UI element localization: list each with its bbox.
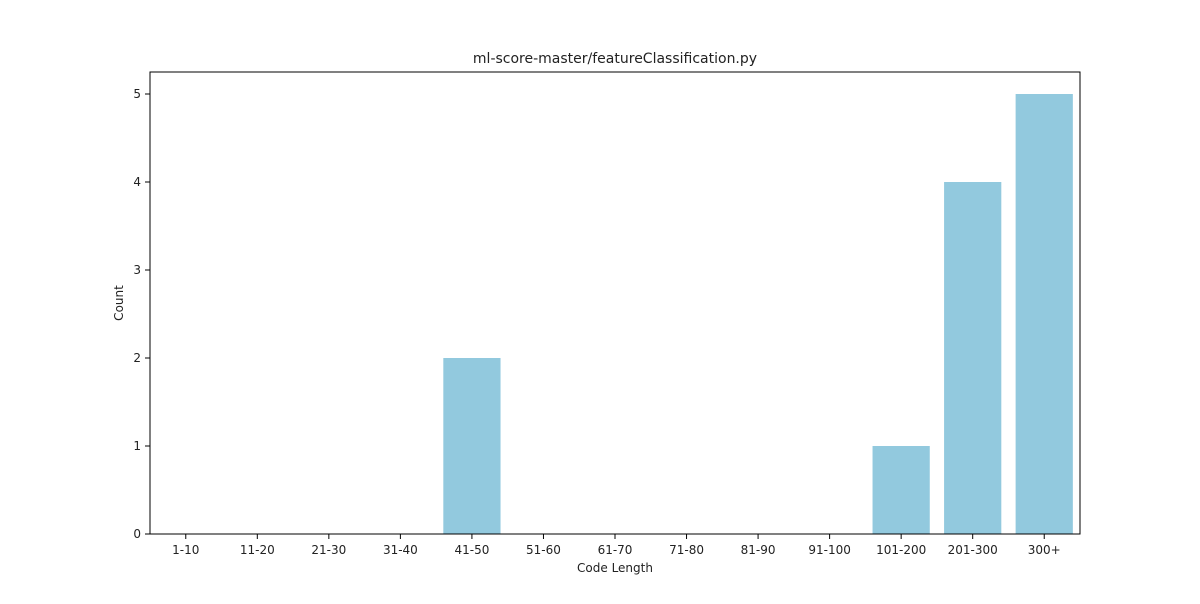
x-tick-label: 51-60 bbox=[526, 543, 561, 557]
y-tick-label: 3 bbox=[133, 263, 141, 277]
x-tick-label: 41-50 bbox=[454, 543, 489, 557]
x-tick-label: 201-300 bbox=[948, 543, 998, 557]
plot-frame bbox=[149, 71, 1081, 535]
y-tick-label: 0 bbox=[133, 527, 141, 541]
y-tick-label: 1 bbox=[133, 439, 141, 453]
y-axis: 0 1 2 3 4 5 bbox=[133, 87, 150, 541]
x-tick-label: 61-70 bbox=[598, 543, 633, 557]
bars-group bbox=[443, 94, 1073, 534]
bar-41-50 bbox=[443, 358, 501, 534]
bar-201-300 bbox=[944, 182, 1002, 534]
x-tick-label: 300+ bbox=[1028, 543, 1061, 557]
x-tick-label: 81-90 bbox=[741, 543, 776, 557]
x-tick-label: 91-100 bbox=[808, 543, 851, 557]
x-tick-label: 31-40 bbox=[383, 543, 418, 557]
y-tick-label: 4 bbox=[133, 175, 141, 189]
x-axis: 1-10 11-20 21-30 31-40 41-50 51-60 61-70 71-80 8… bbox=[172, 534, 1061, 557]
bar-101-200 bbox=[872, 446, 930, 534]
y-tick-label: 5 bbox=[133, 87, 141, 101]
chart-title: ml-score-master/featureClassification.py bbox=[473, 51, 757, 67]
y-axis-label: Count bbox=[112, 285, 126, 321]
bar-300+ bbox=[1015, 94, 1073, 534]
x-tick-label: 1-10 bbox=[172, 543, 199, 557]
x-tick-label: 101-200 bbox=[876, 543, 926, 557]
x-axis-label: Code Length bbox=[577, 561, 653, 575]
x-tick-label: 71-80 bbox=[669, 543, 704, 557]
y-tick-label: 2 bbox=[133, 351, 141, 365]
x-tick-label: 11-20 bbox=[240, 543, 275, 557]
x-tick-label: 21-30 bbox=[311, 543, 346, 557]
